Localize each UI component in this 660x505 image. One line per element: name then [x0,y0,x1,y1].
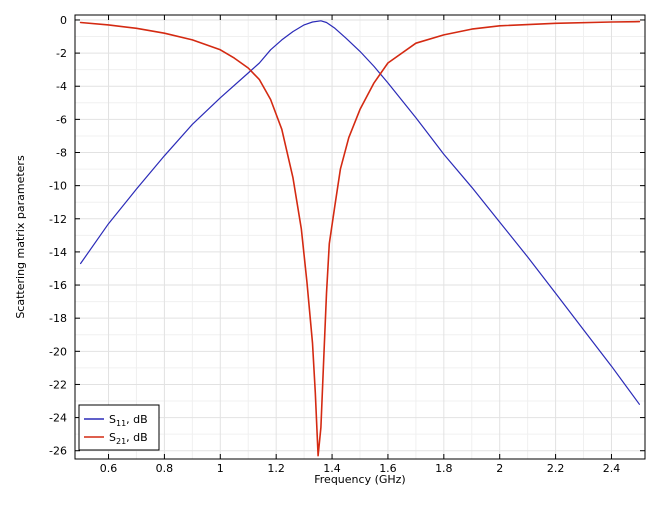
legend-box [78,404,160,451]
y-tick-label: -8 [56,147,67,160]
x-tick-label: 1.8 [435,462,453,475]
plot-frame [74,14,646,460]
series-line-21 [79,20,641,457]
y-tick-label: -4 [56,80,67,93]
legend-label-11: S11, dB [109,413,148,428]
y-tick-label: 0 [60,14,67,27]
y-tick-label: -14 [49,246,67,259]
x-tick-label: 0.8 [156,462,174,475]
y-tick-label: -20 [49,345,67,358]
x-tick-label: 1 [217,462,224,475]
y-tick-label: -2 [56,47,67,60]
y-tick-label: -22 [49,378,67,391]
y-tick-label: -6 [56,113,67,126]
series-line-11 [80,20,640,405]
y-tick-label: -10 [49,180,67,193]
x-tick-label: 1.6 [379,462,397,475]
x-tick-label: 2.2 [547,462,565,475]
y-tick-label: -26 [49,445,67,458]
legend-label-21: S21, dB [109,431,148,446]
x-tick-label: 2 [496,462,503,475]
x-tick-label: 2.4 [603,462,621,475]
axis-ticks: 0.6 0.8 1 1.2 1.4 1.6 1.8 2 2.2 2.4 0 -2 -4 -6 -8 -10 -1… [49,14,645,475]
x-tick-label: 0.6 [100,462,118,475]
legend-entries: S11, dB S21, dB [84,413,148,446]
legend: S11, dB S21, dB [78,404,160,451]
y-tick-label: -16 [49,279,67,292]
grid-lines [75,15,645,459]
series-lines [79,20,641,457]
y-tick-label: -24 [49,412,67,425]
y-tick-label: -18 [49,312,67,325]
y-tick-label: -12 [49,213,67,226]
x-tick-label: 1.4 [323,462,341,475]
x-tick-label: 1.2 [267,462,285,475]
y-axis-title: Scattering matrix parameters [14,155,27,319]
x-axis-title: Frequency (GHz) [314,473,405,486]
